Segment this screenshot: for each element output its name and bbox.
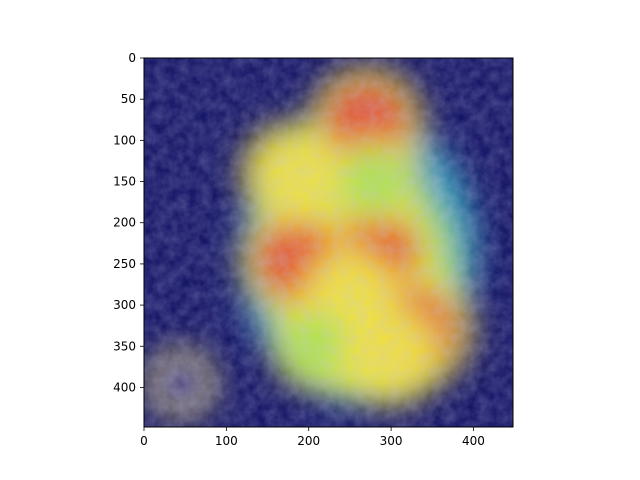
x-tick-label: 200 [297,434,320,448]
y-tick-label: 200 [113,216,136,230]
plot-area [144,58,513,427]
x-tick-label: 300 [380,434,403,448]
x-tick-label: 0 [140,434,148,448]
y-tick-label: 400 [113,380,136,394]
y-tick-label: 50 [121,92,136,106]
y-tick-label: 100 [113,133,136,147]
y-tick-label: 0 [128,51,136,65]
y-tick-label: 350 [113,339,136,353]
y-tick-label: 250 [113,257,136,271]
photo-texture [144,58,513,427]
x-tick-label: 100 [215,434,238,448]
x-axis: 0 100 200 300 400 [140,427,485,448]
x-tick-label: 400 [462,434,485,448]
y-axis: 0 50 100 150 200 250 300 350 400 [113,51,144,394]
y-tick-label: 150 [113,175,136,189]
y-tick-label: 300 [113,298,136,312]
